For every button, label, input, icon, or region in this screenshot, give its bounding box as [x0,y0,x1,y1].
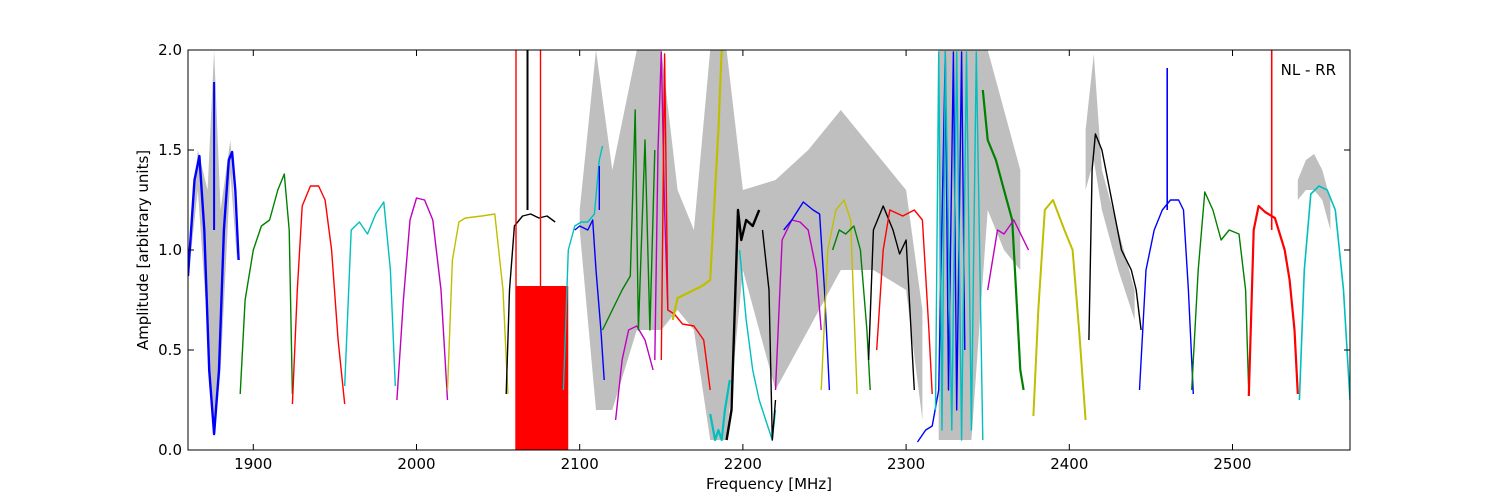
series-line-37 [1191,191,1250,395]
series-line-23 [774,219,822,391]
x-tick-label: 2000 [397,455,435,473]
y-tick-label: 1.0 [158,241,182,259]
band-0 [516,286,569,450]
series-line-24 [783,201,831,391]
series-line-0 [188,150,240,436]
y-tick-label: 2.0 [158,41,182,59]
x-tick-label: 2100 [561,455,599,473]
y-tick-label: 1.5 [158,141,182,159]
series-line-2 [239,173,294,395]
series-line-31 [981,89,1025,391]
series-line-3 [291,185,346,405]
series-line-28 [876,209,933,395]
x-tick-label: 1900 [234,455,272,473]
series-line-18 [671,50,723,321]
series-line-40 [1298,185,1350,401]
series-line-22 [761,229,777,441]
series-line-20 [725,208,761,441]
series-line-25 [820,199,858,395]
series-line-34 [1088,133,1142,341]
envelope-area-0 [188,50,237,438]
y-tick-label: 0.0 [158,441,182,459]
series-line-32 [987,219,1030,291]
series-line-15 [601,109,656,331]
series-line-17 [660,53,711,391]
series-line-35 [1138,199,1194,395]
x-tick-label: 2500 [1213,455,1251,473]
x-tick-label: 2300 [887,455,925,473]
series-line-6 [446,213,509,395]
x-axis: 1900 2000 2100 2200 2300 2400 2500 [234,50,1252,473]
y-axis: 0.0 0.5 1.0 1.5 2.0 [158,41,1350,459]
x-tick-label: 2400 [1050,455,1088,473]
series-line-30 [934,51,984,441]
envelope-area-3 [1085,54,1135,320]
envelope-layer [188,50,1331,440]
chart-annotation: NL - RR [1281,61,1336,79]
series-line-5 [396,197,449,401]
series-line-4 [344,201,396,387]
y-axis-label: Amplitude [arbitrary units] [134,150,152,350]
envelope-area-4 [1297,154,1331,230]
series-line-27 [867,205,915,391]
series-line-19 [709,379,731,442]
series-line-26 [831,225,871,391]
band-layer [516,286,569,450]
series-line-11 [562,145,604,391]
series-line-33 [1032,199,1087,421]
series-line-12 [574,219,605,381]
x-axis-label: Frequency [MHz] [706,475,832,493]
series-line-38 [1247,204,1299,397]
x-tick-label: 2200 [724,455,762,473]
series-line-16 [654,51,669,361]
series-layer [188,50,1350,450]
series-line-7 [505,213,556,395]
series-line-14 [614,325,654,421]
y-tick-label: 0.5 [158,341,182,359]
